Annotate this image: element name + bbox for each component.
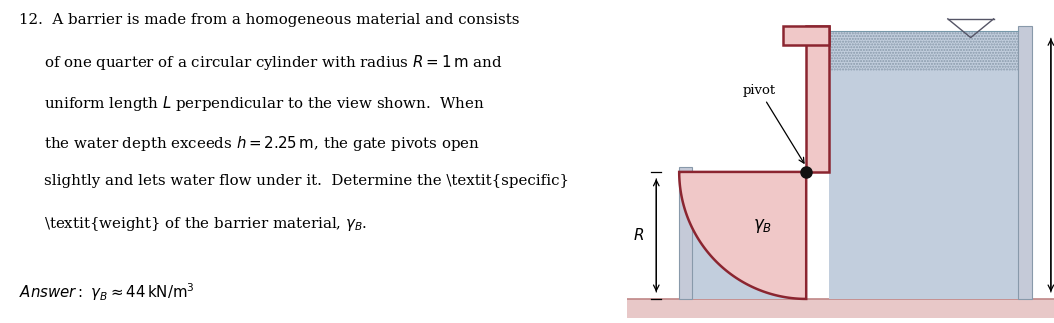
Polygon shape (679, 167, 691, 299)
Polygon shape (1017, 26, 1032, 299)
Text: 12.  A barrier is made from a homogeneous material and consists: 12. A barrier is made from a homogeneous… (19, 13, 520, 27)
Polygon shape (806, 26, 829, 172)
Text: the water depth exceeds $h = 2.25\,\mathrm{m}$, the gate pivots open: the water depth exceeds $h = 2.25\,\math… (44, 134, 481, 153)
Text: $\it{Answer:}$ $\gamma_B \approx 44\,\mathrm{kN/m^3}$: $\it{Answer:}$ $\gamma_B \approx 44\,\ma… (19, 281, 195, 303)
Text: \textit{weight} of the barrier material, $\gamma_B$.: \textit{weight} of the barrier material,… (44, 215, 368, 233)
Text: pivot: pivot (743, 84, 804, 163)
Text: $R$: $R$ (632, 227, 644, 244)
Text: slightly and lets water flow under it.  Determine the \textit{specific}: slightly and lets water flow under it. D… (44, 174, 569, 188)
Text: $\gamma_B$: $\gamma_B$ (753, 217, 772, 235)
Polygon shape (679, 172, 806, 299)
Polygon shape (691, 172, 806, 299)
Polygon shape (783, 26, 829, 45)
Polygon shape (627, 299, 1054, 318)
Polygon shape (829, 31, 1017, 299)
Text: of one quarter of a circular cylinder with radius $R = 1\,\mathrm{m}$ and: of one quarter of a circular cylinder wi… (44, 53, 503, 72)
Text: uniform length $L$ perpendicular to the view shown.  When: uniform length $L$ perpendicular to the … (44, 94, 485, 113)
